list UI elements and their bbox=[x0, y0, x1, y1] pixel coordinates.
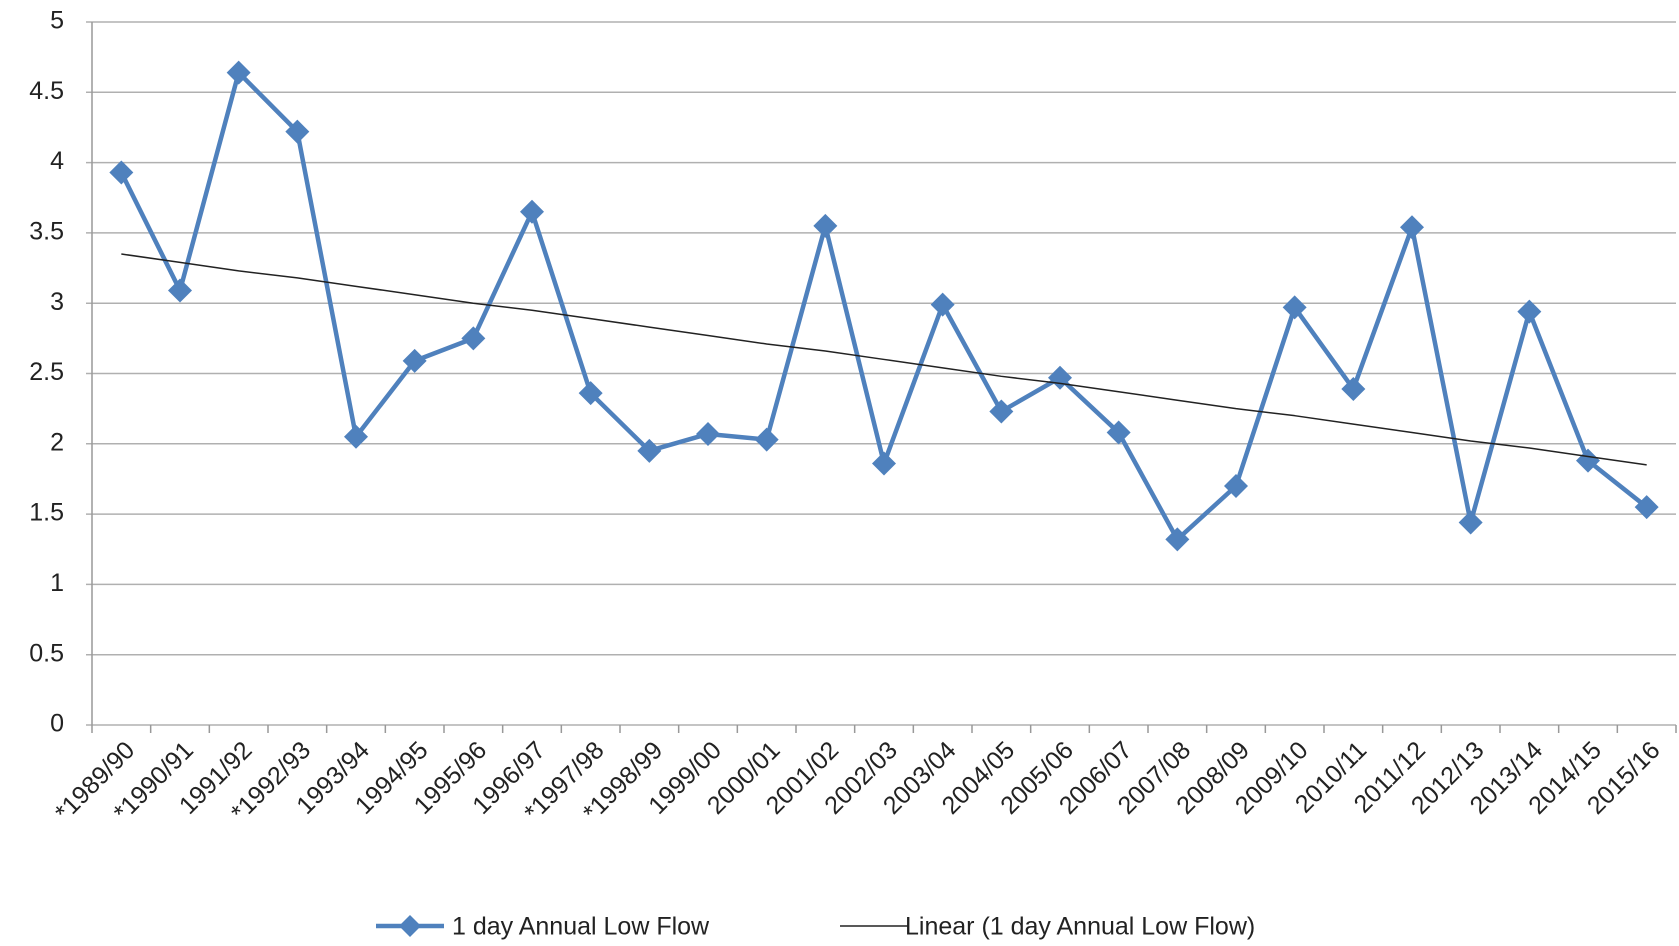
data-marker bbox=[344, 424, 368, 449]
data-marker bbox=[1224, 473, 1248, 498]
data-marker bbox=[696, 421, 720, 446]
legend-label: 1 day Annual Low Flow bbox=[452, 913, 710, 941]
legend-marker bbox=[399, 915, 421, 937]
data-marker bbox=[1400, 215, 1424, 240]
data-marker bbox=[226, 60, 251, 85]
data-marker bbox=[461, 326, 486, 351]
y-tick-label: 0 bbox=[50, 710, 64, 738]
y-tick-label: 5 bbox=[50, 7, 64, 35]
data-marker bbox=[1106, 420, 1131, 445]
data-marker bbox=[285, 119, 310, 144]
data-marker bbox=[872, 451, 896, 476]
y-tick-label: 2 bbox=[50, 428, 64, 456]
data-marker bbox=[1341, 376, 1366, 401]
data-marker bbox=[578, 381, 603, 406]
data-marker bbox=[109, 160, 134, 185]
y-tick-label: 3.5 bbox=[29, 218, 64, 246]
legend-label: Linear (1 day Annual Low Flow) bbox=[905, 913, 1255, 941]
data-marker bbox=[1576, 448, 1600, 473]
data-marker bbox=[1282, 295, 1307, 320]
data-marker bbox=[402, 348, 427, 373]
data-marker bbox=[930, 292, 955, 317]
y-tick-label: 2.5 bbox=[29, 358, 64, 386]
data-marker bbox=[813, 213, 838, 238]
data-marker bbox=[1458, 510, 1483, 535]
data-marker bbox=[1634, 495, 1659, 520]
data-marker bbox=[1517, 299, 1542, 324]
y-tick-label: 0.5 bbox=[29, 639, 64, 667]
data-marker bbox=[989, 399, 1014, 424]
y-tick-label: 1.5 bbox=[29, 499, 64, 527]
data-marker bbox=[754, 427, 779, 452]
y-tick-label: 4.5 bbox=[29, 77, 64, 105]
trend-line bbox=[121, 253, 1647, 466]
y-tick-label: 4 bbox=[50, 147, 64, 175]
y-tick-label: 3 bbox=[50, 288, 64, 316]
data-marker bbox=[520, 199, 544, 224]
y-tick-label: 1 bbox=[50, 569, 64, 597]
data-marker bbox=[1165, 527, 1190, 552]
data-marker bbox=[637, 438, 662, 463]
data-marker bbox=[168, 278, 192, 303]
